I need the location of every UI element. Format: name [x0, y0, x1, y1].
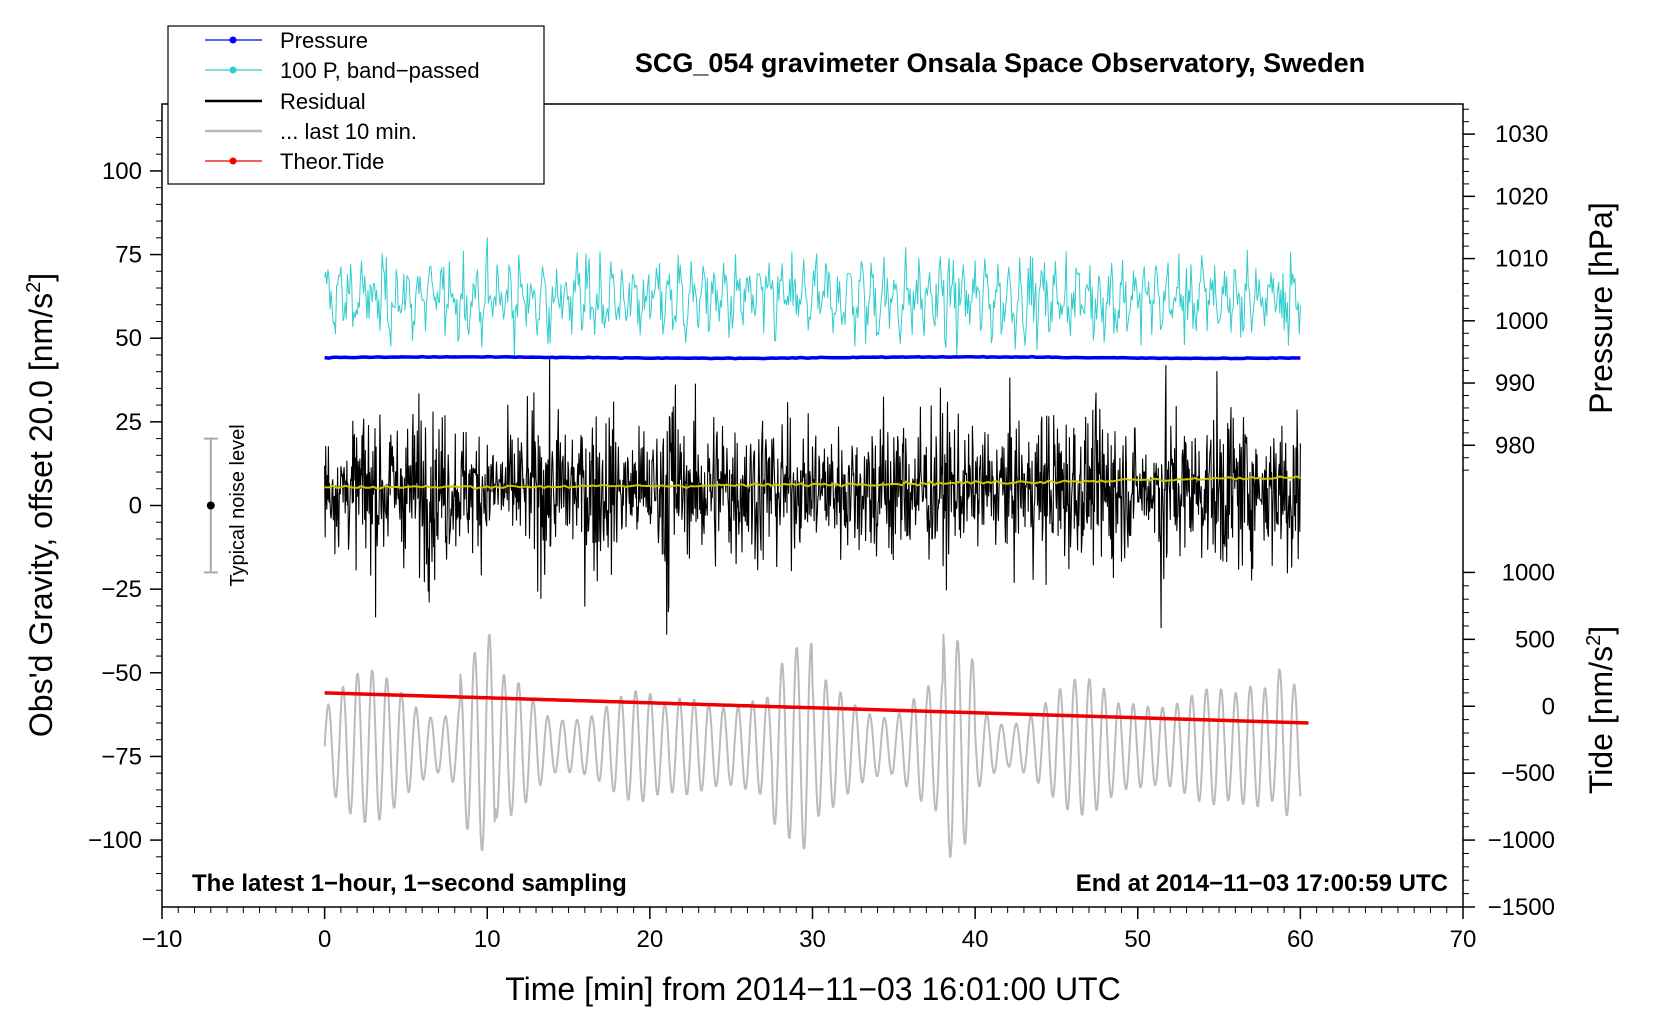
y-tick-label: 0	[129, 493, 142, 520]
tide-tick-label: −1000	[1488, 827, 1555, 854]
noise-level-dot	[206, 501, 215, 510]
y-axis-left: −100 −75 −50 −25 0 25 50 75 100	[88, 120, 162, 891]
noise-level-label: Typical noise level	[227, 424, 249, 586]
legend-item-pressure: Pressure	[205, 28, 368, 53]
chart-title: SCG_054 gravimeter Onsala Space Observat…	[635, 48, 1365, 78]
pressure-tick-label: 1010	[1495, 246, 1548, 273]
y-tick-label: −100	[88, 827, 142, 854]
series-pressure-line	[324, 354, 1301, 361]
legend-item-tide: Theor.Tide	[205, 149, 384, 174]
y-axis-pressure-title: Pressure [hPa]	[1583, 202, 1619, 414]
legend: Pressure 100 P, band−passed Residual ...…	[167, 25, 545, 185]
legend-label-residual: Residual	[280, 89, 366, 114]
y-axis-tide-title-main: Tide [nm/s	[1583, 646, 1619, 794]
y-axis-tide: −1500 −1000 −500 0 500 1000	[1463, 559, 1555, 921]
legend-item-bandpassed: 100 P, band−passed	[205, 58, 480, 83]
annotation-right: End at 2014−11−03 17:00:59 UTC	[1076, 870, 1448, 897]
tide-tick-label: −500	[1501, 760, 1555, 787]
y-tick-label: 75	[115, 242, 142, 269]
pressure-tick-label: 1000	[1495, 308, 1548, 335]
tide-tick-label: 1000	[1502, 559, 1555, 586]
series-group	[323, 237, 1309, 858]
y-axis-left-title-end: ]	[23, 273, 59, 282]
y-axis-left-title-sup: 2	[23, 282, 45, 293]
tide-tick-label: 0	[1542, 693, 1555, 720]
noise-level-indicator: Typical noise level	[203, 424, 249, 587]
series-tide-line	[324, 691, 1309, 725]
series-residual-line	[324, 358, 1301, 635]
pressure-tick-label: 1020	[1495, 183, 1548, 210]
legend-marker-bandpassed	[229, 66, 237, 74]
legend-label-bandpassed: 100 P, band−passed	[280, 58, 480, 83]
tide-tick-label: 500	[1515, 626, 1555, 653]
x-tick-label: 30	[799, 926, 826, 953]
legend-label-last10: ... last 10 min.	[280, 119, 417, 144]
legend-item-residual: Residual	[205, 89, 366, 114]
legend-item-last10: ... last 10 min.	[205, 119, 417, 144]
legend-label-pressure: Pressure	[280, 28, 368, 53]
x-tick-label: 20	[637, 926, 664, 953]
y-tick-label: 25	[115, 409, 142, 436]
x-tick-label: 0	[318, 926, 331, 953]
y-axis-tide-title-end: ]	[1583, 626, 1619, 635]
x-axis: −10 0 10 20 30 40 50 60 70	[142, 907, 1477, 953]
y-axis-left-title-main: Obs'd Gravity, offset 20.0 [nm/s	[23, 293, 59, 737]
y-tick-label: 50	[115, 325, 142, 352]
y-tick-label: −25	[101, 576, 142, 603]
pressure-tick-label: 1030	[1495, 121, 1548, 148]
pressure-tick-label: 990	[1495, 370, 1535, 397]
x-tick-label: −10	[142, 926, 183, 953]
series-last10-line	[323, 633, 1302, 858]
y-axis-left-title: Obs'd Gravity, offset 20.0 [nm/s2]	[23, 273, 59, 737]
y-axis-pressure: 980 990 1000 1010 1020 1030	[1463, 108, 1548, 471]
legend-box	[167, 25, 545, 185]
x-tick-label: 70	[1450, 926, 1477, 953]
legend-marker-pressure	[229, 36, 237, 44]
x-tick-label: 60	[1287, 926, 1314, 953]
annotation-left: The latest 1−hour, 1−second sampling	[192, 870, 627, 897]
y-tick-label: −75	[101, 743, 142, 770]
legend-marker-tide	[229, 157, 237, 165]
x-tick-label: 10	[474, 926, 501, 953]
series-smoothed-residual-line	[324, 475, 1301, 490]
x-tick-label: 50	[1124, 926, 1151, 953]
tide-tick-label: −1500	[1488, 894, 1555, 921]
y-axis-tide-title: Tide [nm/s2]	[1583, 626, 1619, 794]
pressure-tick-label: 980	[1495, 432, 1535, 459]
x-tick-label: 40	[962, 926, 989, 953]
y-tick-label: 100	[102, 158, 142, 185]
y-tick-label: −50	[101, 660, 142, 687]
x-axis-title: Time [min] from 2014−11−03 16:01:00 UTC	[505, 971, 1120, 1007]
y-axis-tide-title-sup: 2	[1583, 635, 1605, 646]
series-bandpassed-line	[324, 237, 1301, 358]
legend-label-tide: Theor.Tide	[280, 149, 384, 174]
